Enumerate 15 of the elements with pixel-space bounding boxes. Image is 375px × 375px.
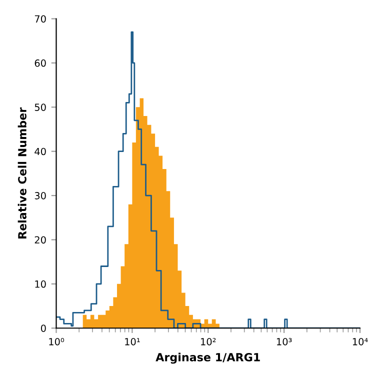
x-tick-label: 10³	[276, 338, 292, 346]
x-tick-label: 10¹	[125, 338, 140, 346]
y-tick-label: 50	[34, 104, 46, 111]
x-tick-label: 10⁰	[49, 338, 64, 346]
y-tick-label: 0	[40, 324, 46, 332]
x-tick-label: 10⁴	[352, 338, 368, 346]
y-tick-label: 70	[34, 15, 46, 23]
x-axis-title: Arginase 1/ARG1	[156, 352, 260, 364]
y-tick-label: 30	[34, 192, 46, 200]
y-tick-label: 20	[34, 236, 46, 244]
y-tick-label: 40	[34, 148, 46, 156]
y-tick-label: 10	[35, 280, 46, 288]
x-tick-label: 10²	[201, 338, 216, 346]
y-axis-title: Relative Cell Number	[18, 107, 26, 238]
y-tick-label: 60	[34, 59, 46, 67]
